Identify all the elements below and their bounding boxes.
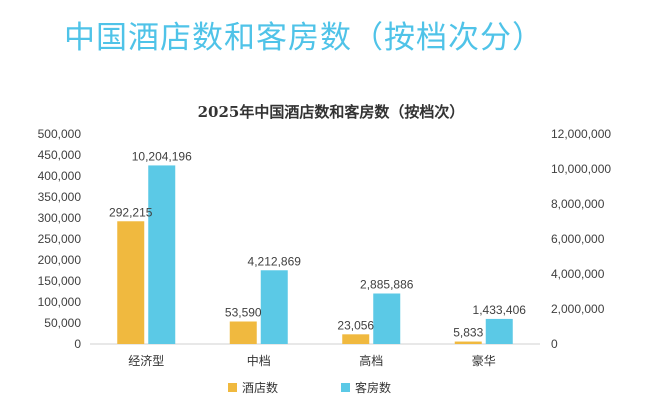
left-axis-tick-label: 450,000 [38,148,82,162]
legend-swatch-rooms [341,383,350,392]
bar-rooms [485,318,513,344]
right-axis-tick-label: 10,000,000 [551,162,611,176]
bar-value-label: 10,204,196 [132,149,192,163]
left-axis-tick-label: 150,000 [38,274,82,288]
left-axis-tick-label: 100,000 [38,295,82,309]
left-axis-tick-label: 250,000 [38,232,82,246]
bar-hotels [454,341,482,344]
bar-hotels [342,334,370,344]
right-axis-tick-label: 8,000,000 [551,197,605,211]
bar-rooms [260,270,288,344]
legend-label-rooms: 客房数 [355,380,391,395]
page-title: 中国酒店数和客房数（按档次分） [64,20,544,56]
left-axis-tick-label: 200,000 [38,253,82,267]
right-axis-tick-label: 2,000,000 [551,302,605,316]
legend-label-hotels: 酒店数 [242,380,278,395]
left-axis-tick-label: 500,000 [38,127,82,141]
bar-value-label: 23,056 [337,318,374,332]
category-label: 高档 [359,353,383,368]
bar-value-label: 4,212,869 [248,254,302,268]
bar-value-label: 2,885,886 [360,277,414,291]
bar-value-label: 1,433,406 [473,303,527,317]
bar-hotels [229,321,257,344]
left-axis-tick-label: 0 [74,337,81,351]
chart-title: 2025年中国酒店数和客房数（按档次） [198,103,465,121]
category-label: 经济型 [128,353,164,368]
bar-rooms [148,165,176,344]
bar-hotels [117,221,145,344]
category-label: 豪华 [472,353,496,368]
bar-value-label: 292,215 [109,205,153,219]
left-axis-tick-label: 350,000 [38,190,82,204]
bar-value-label: 5,833 [453,326,483,340]
left-axis-tick-label: 50,000 [44,316,81,330]
category-label: 中档 [247,353,271,368]
legend-swatch-hotels [228,383,237,392]
bar-value-label: 53,590 [225,305,262,319]
right-axis-tick-label: 6,000,000 [551,232,605,246]
left-axis-tick-label: 400,000 [38,169,82,183]
left-axis-tick-label: 300,000 [38,211,82,225]
right-axis-tick-label: 4,000,000 [551,267,605,281]
bar-rooms [373,293,401,344]
right-axis-tick-label: 12,000,000 [551,127,611,141]
right-axis-tick-label: 0 [551,337,558,351]
